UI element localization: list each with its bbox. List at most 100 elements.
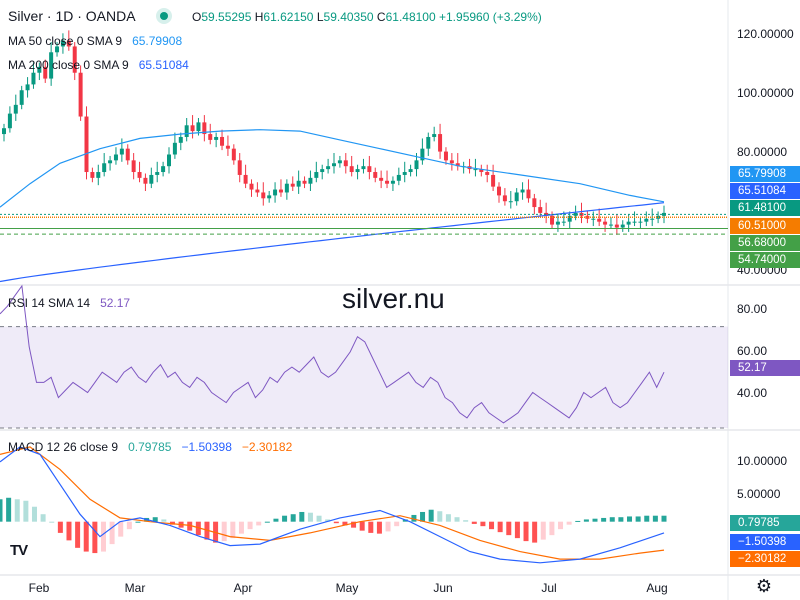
candle-body — [632, 221, 637, 223]
candle-body — [508, 201, 513, 203]
candle-body — [432, 134, 437, 137]
price-tick-label: 100.00000 — [737, 86, 794, 100]
candle-body — [237, 160, 242, 175]
candle-body — [385, 180, 390, 184]
ma50-legend[interactable]: MA 50 close 0 SMA 9 65.79908 — [8, 34, 183, 48]
macd-histogram-bar — [126, 521, 132, 530]
candle-body — [514, 192, 519, 202]
candle-body — [243, 174, 248, 184]
candle-body — [408, 169, 413, 173]
rsi-value-tag: 52.17 — [730, 360, 800, 376]
macd-histogram-bar — [558, 521, 564, 530]
ma50-line — [0, 129, 665, 208]
candle-body — [19, 90, 24, 105]
rsi-legend[interactable]: RSI 14 SMA 14 52.17 — [8, 296, 131, 310]
candle-body — [420, 148, 425, 161]
macd-histogram-bar — [325, 519, 331, 522]
settings-gear-icon[interactable]: ⚙ — [755, 576, 772, 596]
candle-body — [561, 221, 566, 223]
ma200-legend[interactable]: MA 200 close 0 SMA 9 65.51084 — [8, 58, 189, 72]
candle-body — [644, 218, 649, 222]
candle-body — [326, 166, 331, 170]
macd-histogram-bar — [23, 500, 29, 522]
ohlc-readout: O59.55295 H61.62150 L59.40350 C61.48100 … — [192, 10, 542, 24]
rsi-band — [0, 326, 728, 428]
macd-histogram-bar — [454, 517, 460, 522]
candle-body — [119, 148, 124, 155]
candle-body — [202, 122, 207, 135]
candle-body — [49, 52, 54, 79]
candle-body — [220, 136, 225, 146]
price-tick-label: 80.00000 — [737, 145, 787, 159]
macd-histogram-bar — [652, 515, 658, 522]
macd-histogram-bar — [299, 511, 305, 522]
macd-histogram-bar — [195, 521, 201, 536]
macd-histogram-bar — [83, 521, 89, 552]
macd-histogram-bar — [471, 521, 477, 524]
candle-body — [355, 169, 360, 173]
candle-body — [255, 189, 260, 193]
candle-body — [296, 180, 301, 187]
macd-histogram-bar — [480, 521, 486, 527]
candle-body — [261, 192, 266, 199]
candle-body — [638, 221, 643, 223]
candle-body — [608, 224, 613, 226]
candle-body — [25, 84, 30, 91]
macd-histogram-bar — [135, 521, 141, 523]
candle-body — [320, 169, 325, 173]
macd-histogram-bar — [247, 521, 253, 530]
macd-histogram-bar — [290, 514, 296, 522]
candle-body — [402, 172, 407, 175]
time-tick-label: Aug — [646, 581, 667, 595]
tradingview-logo[interactable]: TV — [10, 542, 28, 559]
macd-histogram-bar — [49, 521, 55, 523]
candle-body — [390, 180, 395, 184]
last-price-tag: 61.48100 — [730, 200, 800, 216]
candle-body — [84, 116, 89, 173]
candle-body — [214, 136, 219, 140]
candle-body — [155, 172, 160, 175]
macd-histogram-bar — [31, 506, 37, 522]
signal-value-tag: −1.50398 — [730, 534, 800, 550]
candle-body — [520, 189, 525, 193]
candle-body — [108, 160, 113, 164]
macd-histogram-bar — [497, 521, 503, 533]
candle-body — [620, 224, 625, 228]
candle-body — [37, 66, 42, 73]
candle-body — [2, 128, 6, 135]
macd-histogram-bar — [118, 521, 124, 537]
macd-histogram-bar — [644, 515, 650, 522]
candle-body — [7, 113, 12, 129]
candle-body — [367, 166, 372, 173]
rsi-tick-label: 40.00 — [737, 386, 767, 400]
candle-body — [131, 160, 136, 173]
candle-body — [113, 154, 118, 161]
candle-body — [284, 183, 289, 193]
candle-body — [96, 172, 101, 178]
macd-histogram-bar — [238, 521, 244, 534]
macd-histogram-bar — [187, 521, 193, 531]
macd-histogram-bar — [307, 512, 313, 522]
candle-body — [196, 122, 201, 132]
candle-body — [555, 221, 560, 225]
candle-body — [597, 218, 602, 222]
signal-line — [0, 446, 665, 560]
candle-body — [538, 207, 543, 213]
macd-histogram-bar — [264, 521, 270, 523]
symbol-title[interactable]: Silver · 1D · OANDA — [8, 8, 136, 24]
macd-histogram-bar — [376, 521, 382, 534]
macd-legend[interactable]: MACD 12 26 close 9 0.79785 −1.50398 −2.3… — [8, 440, 293, 454]
macd-histogram-bar — [385, 521, 391, 532]
candle-body — [396, 174, 401, 181]
candle-body — [603, 221, 608, 225]
candle-body — [614, 224, 619, 228]
candle-body — [43, 66, 48, 79]
macd-histogram-bar — [523, 521, 529, 542]
candle-body — [526, 189, 531, 199]
candle-body — [414, 160, 419, 170]
macd-histogram-bar — [359, 521, 365, 531]
macd-histogram-bar — [0, 499, 3, 522]
candle-body — [550, 215, 555, 225]
macd-tick-label: 5.00000 — [737, 487, 781, 501]
